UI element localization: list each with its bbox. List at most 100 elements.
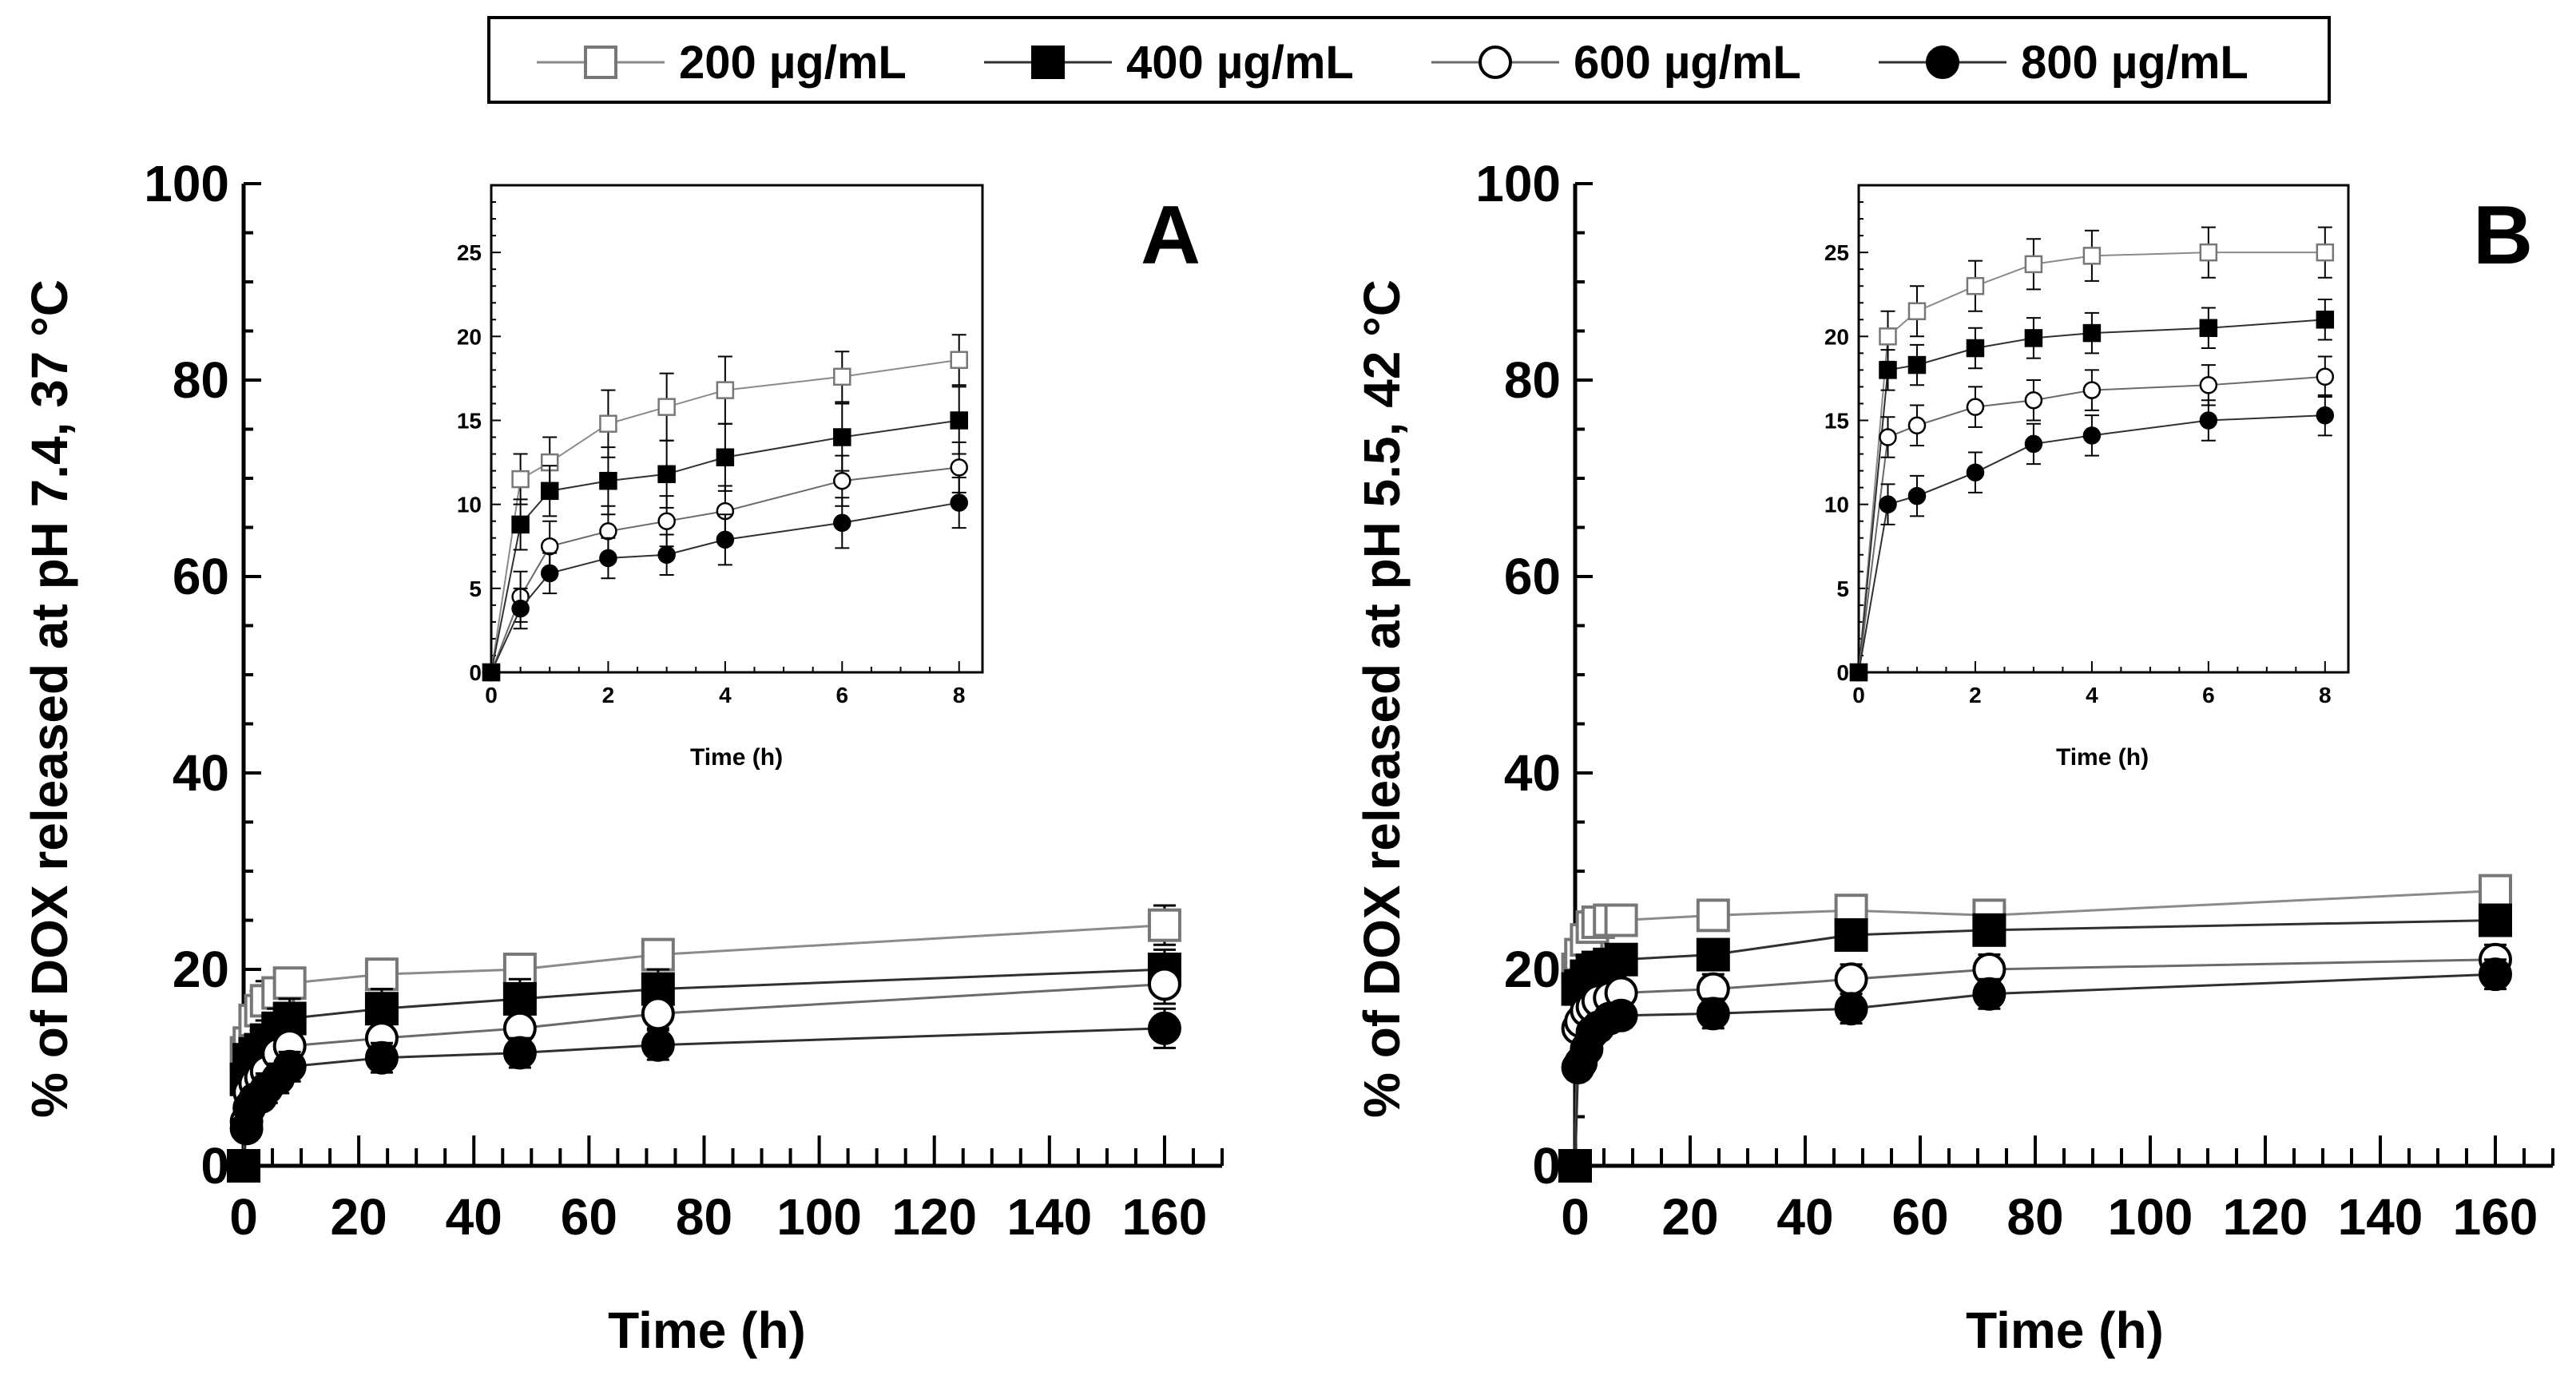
y-axis-label-b: % of DOX released at pH 5.5, 42 °C: [1353, 279, 1411, 1118]
data-point-a-3: [641, 1028, 675, 1062]
inset-y-tick-label-b: 15: [1824, 408, 1849, 433]
inset-x-tick-label-b: 4: [2086, 683, 2098, 707]
inset-data-point-b-1: [2024, 329, 2043, 347]
inset-data-point-b-1: [1966, 339, 1985, 358]
data-point-b-3: [1558, 1149, 1592, 1183]
inset-data-point-b-3: [2024, 434, 2043, 454]
x-tick-label-a: 40: [446, 1188, 502, 1246]
inset-x-axis-label-b: Time (h): [2056, 744, 2149, 771]
y-tick-label-a: 0: [200, 1137, 229, 1195]
inset-data-point-a-3: [540, 564, 559, 583]
y-tick-label-b: 40: [1504, 744, 1561, 802]
data-point-a-1: [502, 981, 537, 1016]
x-tick-label-a: 160: [1122, 1188, 1208, 1246]
x-tick-label-a: 20: [331, 1188, 387, 1246]
inset-data-point-a-1: [511, 515, 530, 534]
inset-data-point-b-2: [2082, 381, 2102, 399]
inset-data-point-b-3: [1849, 663, 1868, 682]
y-tick-label-b: 0: [1532, 1137, 1561, 1195]
inset-data-point-a-2: [950, 458, 968, 477]
inset-data-point-a-0: [716, 381, 735, 399]
inset-data-point-b-2: [1879, 428, 1897, 446]
data-point-b-3: [1834, 992, 1868, 1026]
inset-y-tick-label-a: 25: [457, 240, 482, 265]
legend-marker-2: [1479, 46, 1512, 79]
data-point-a-0: [364, 957, 399, 992]
x-tick-label-b: 40: [1776, 1188, 1833, 1246]
data-point-b-3: [1604, 998, 1638, 1032]
inset-data-point-a-1: [657, 465, 676, 484]
inset-data-point-a-1: [950, 411, 968, 430]
y-tick-label-a: 40: [173, 744, 229, 802]
data-point-b-0: [1696, 898, 1730, 933]
inset-y-tick-label-a: 15: [457, 408, 482, 433]
data-point-a-0: [1147, 908, 1181, 942]
inset-data-point-b-1: [1907, 355, 1927, 374]
inset-y-tick-label-b: 0: [1836, 660, 1849, 685]
inset-data-point-b-2: [2199, 376, 2218, 394]
data-point-b-0: [2479, 874, 2512, 908]
inset-data-point-b-3: [1907, 486, 1927, 505]
x-tick-label-b: 140: [2338, 1188, 2423, 1246]
inset-y-tick-label-b: 10: [1824, 493, 1849, 517]
data-point-a-2: [1147, 967, 1181, 1001]
data-point-b-1: [1972, 913, 2006, 947]
x-tick-label-b: 160: [2453, 1188, 2538, 1246]
data-point-a-3: [364, 1040, 399, 1075]
inset-data-point-a-2: [599, 522, 617, 541]
data-point-a-3: [502, 1036, 537, 1070]
data-point-a-0: [272, 966, 307, 1001]
legend-marker-3: [1926, 46, 1959, 79]
y-tick-label-b: 60: [1504, 548, 1561, 605]
x-tick-label-a: 120: [891, 1188, 977, 1246]
inset-data-point-a-2: [540, 537, 559, 556]
inset-data-point-a-1: [540, 481, 559, 501]
legend-label-3: 800 µg/mL: [2021, 37, 2249, 89]
data-point-a-1: [272, 1001, 307, 1036]
inset-data-point-b-2: [2316, 367, 2335, 386]
x-tick-label-b: 20: [1661, 1188, 1718, 1246]
inset-x-tick-label-a: 2: [602, 683, 615, 707]
inset-data-point-a-2: [657, 512, 676, 530]
legend-marker-1: [1031, 46, 1065, 79]
inset-y-tick-label-b: 20: [1824, 324, 1849, 349]
y-axis-label-a: % of DOX released at pH 7.4, 37 °C: [21, 279, 78, 1118]
x-tick-label-a: 100: [776, 1188, 862, 1246]
inset-data-point-a-3: [833, 513, 851, 533]
inset-x-axis-label-a: Time (h): [690, 744, 783, 771]
inset-data-point-a-0: [657, 398, 676, 416]
inset-y-tick-label-a: 20: [457, 324, 482, 349]
inset-data-point-b-2: [2024, 390, 2043, 410]
x-tick-label-a: 80: [676, 1188, 732, 1246]
data-point-a-0: [641, 937, 675, 972]
inset-data-point-a-0: [833, 367, 851, 386]
inset-data-point-b-3: [1879, 495, 1897, 513]
data-point-a-3: [272, 1049, 307, 1084]
inset-data-point-a-3: [950, 493, 968, 512]
inset-data-point-b-1: [2082, 323, 2102, 343]
data-point-b-3: [2479, 957, 2512, 992]
inset-data-point-a-3: [511, 599, 530, 618]
inset-data-point-b-2: [1907, 416, 1927, 435]
inset-y-tick-label-a: 0: [469, 660, 482, 685]
x-tick-label-b: 60: [1891, 1188, 1948, 1246]
inset-x-tick-label-b: 6: [2202, 683, 2215, 707]
data-point-b-0: [1604, 903, 1638, 937]
inset-data-point-a-1: [599, 471, 617, 490]
x-tick-label-a: 0: [229, 1188, 258, 1246]
x-axis-label-a: Time (h): [608, 1302, 806, 1359]
inset-data-point-a-3: [716, 530, 735, 549]
inset-data-point-b-0: [1907, 302, 1927, 321]
inset-x-tick-label-a: 0: [485, 683, 498, 707]
data-point-a-3: [1147, 1011, 1181, 1045]
inset-data-point-b-0: [2199, 243, 2218, 262]
inset-data-point-a-1: [833, 428, 851, 446]
legend-marker-0: [584, 46, 617, 79]
y-tick-label-b: 20: [1504, 941, 1561, 998]
y-tick-label-a: 20: [173, 941, 229, 998]
inset-data-point-b-0: [1966, 276, 1985, 295]
inset-data-point-a-3: [657, 545, 676, 565]
y-tick-label-b: 80: [1504, 351, 1561, 409]
